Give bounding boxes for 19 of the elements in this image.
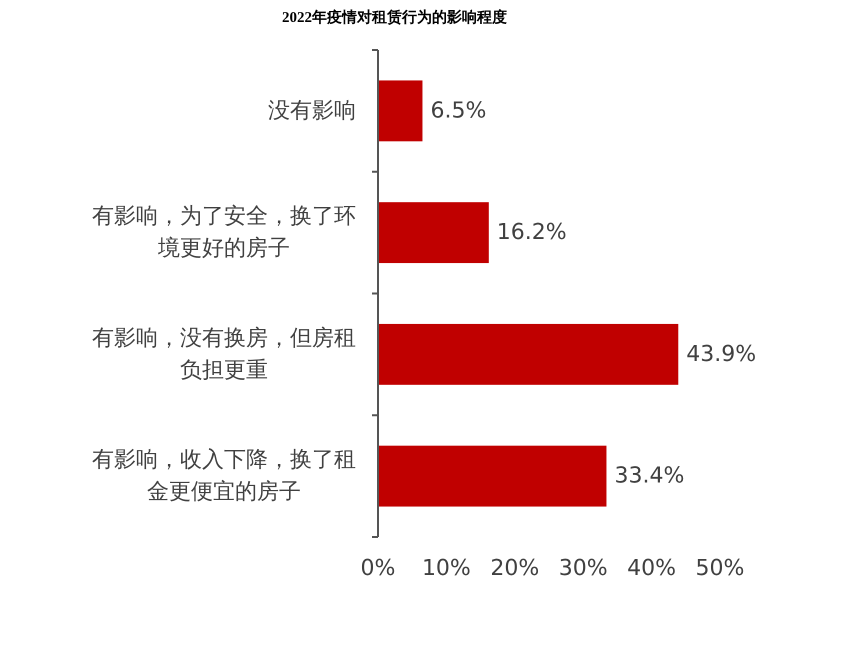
x-tick-label: 20%: [490, 556, 540, 581]
chart-title: 2022年疫情对租赁行为的影响程度: [282, 8, 507, 26]
y-tick-label: 有影响，没有换房，但房租负担更重: [92, 326, 356, 383]
x-tick-label: 30%: [558, 556, 608, 581]
y-tick-label: 有影响，收入下降，换了租金更便宜的房子: [92, 448, 356, 505]
x-tick-label: 10%: [422, 556, 471, 581]
data-label: 33.4%: [614, 464, 684, 489]
y-tick-label: 没有影响: [268, 98, 356, 124]
bar: [378, 324, 678, 385]
data-label: 43.9%: [686, 342, 756, 367]
bar: [378, 202, 489, 264]
data-label: 6.5%: [430, 98, 486, 124]
x-tick-label: 50%: [696, 556, 744, 581]
x-tick-label: 40%: [627, 556, 676, 581]
bar: [378, 80, 422, 142]
bar: [378, 446, 606, 507]
y-tick-label: 有影响，为了安全，换了环境更好的房子: [92, 204, 356, 262]
data-label: 16.2%: [496, 220, 567, 246]
x-tick-label: 0%: [360, 556, 396, 581]
